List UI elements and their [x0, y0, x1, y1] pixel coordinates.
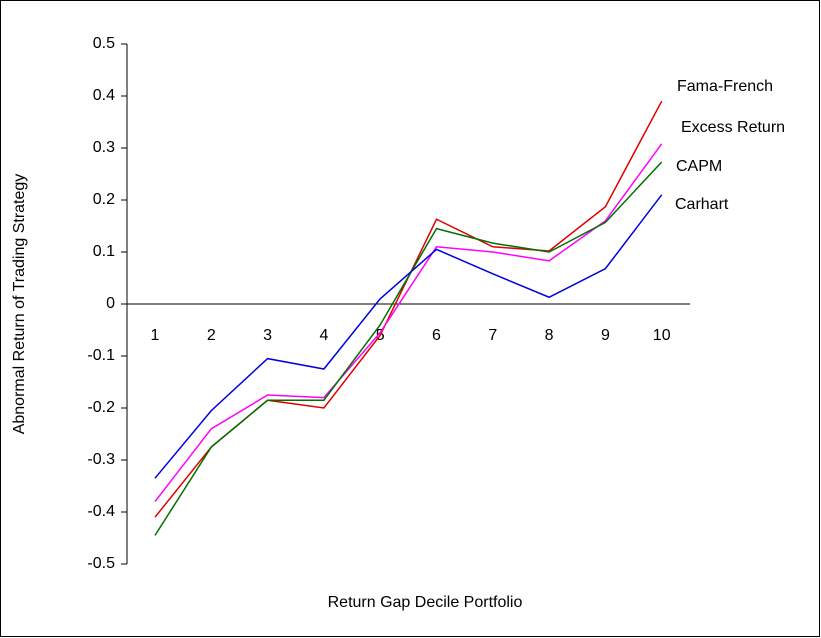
y-tick-label: -0.5	[87, 555, 115, 572]
x-axis-title: Return Gap Decile Portfolio	[328, 594, 523, 611]
x-tick-label: 4	[319, 327, 328, 344]
series-line	[154, 143, 663, 503]
series-line	[154, 161, 663, 536]
x-tick-label: 2	[207, 327, 216, 344]
series-line	[154, 194, 663, 479]
series-label: Fama-French	[677, 78, 773, 95]
y-tick-label: 0.5	[93, 35, 115, 52]
series-label: CAPM	[676, 158, 722, 175]
y-axis-title: Abnormal Return of Trading Strategy	[11, 174, 28, 435]
x-tick-label: 3	[263, 327, 272, 344]
y-tick-label: -0.2	[87, 399, 115, 416]
y-tick-label: -0.3	[87, 451, 115, 468]
series-label: Carhart	[675, 196, 729, 213]
y-tick-label: 0.4	[93, 87, 115, 104]
x-tick-label: 8	[545, 327, 554, 344]
y-tick-label: 0.3	[93, 139, 115, 156]
x-tick-label: 10	[653, 327, 671, 344]
y-tick-label: 0	[106, 295, 115, 312]
y-tick-label: 0.1	[93, 243, 115, 260]
y-tick-label: 0.2	[93, 191, 115, 208]
series-label: Excess Return	[681, 119, 785, 136]
x-tick-label: 1	[151, 327, 160, 344]
y-tick-label: -0.1	[87, 347, 115, 364]
x-tick-label: 9	[601, 327, 610, 344]
y-tick-label: -0.4	[87, 503, 115, 520]
x-tick-label: 7	[488, 327, 497, 344]
x-tick-label: 6	[432, 327, 441, 344]
